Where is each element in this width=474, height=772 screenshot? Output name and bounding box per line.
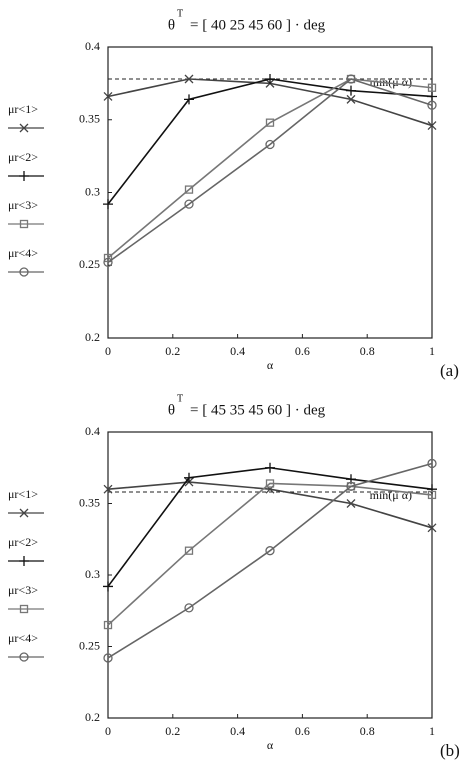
marker-plus: [184, 472, 194, 483]
legend-label: μr<3>: [8, 198, 38, 212]
marker-plus: [427, 91, 437, 102]
panel-label: (b): [440, 741, 460, 760]
x-axis-label: α: [267, 738, 274, 752]
marker-square: [184, 185, 194, 194]
marker-x: [346, 499, 356, 508]
legend-label: μr<2>: [8, 150, 38, 164]
marker-circle: [346, 74, 356, 84]
marker-x: [19, 123, 29, 133]
marker-plus: [19, 171, 29, 181]
x-tick-label: 0.6: [295, 344, 310, 358]
series-line: [107, 482, 433, 626]
x-tick-label: 0.2: [165, 724, 180, 738]
marker-circle: [19, 652, 29, 662]
marker-plus: [19, 556, 29, 566]
marker-square: [103, 620, 113, 630]
marker-x: [103, 484, 113, 494]
marker-circle: [427, 458, 437, 469]
marker-plus: [346, 85, 356, 96]
marker-circle: [265, 139, 275, 150]
marker-square: [427, 83, 437, 92]
x-axis-label: α: [267, 358, 274, 372]
title-rest: = [ 40 25 45 60 ] · deg: [190, 17, 326, 33]
y-tick-label: 0.3: [85, 567, 100, 581]
series-line: [107, 78, 433, 259]
marker-square: [265, 479, 275, 488]
y-tick-label: 0.35: [79, 495, 100, 509]
reference-label: min(μ α): [370, 75, 412, 89]
marker-circle: [184, 199, 194, 209]
y-tick-label: 0.35: [79, 112, 100, 126]
y-tick-label: 0.25: [79, 638, 100, 652]
x-tick-label: 0.8: [360, 724, 375, 738]
marker-plus: [103, 581, 113, 592]
marker-circle: [265, 546, 275, 556]
x-tick-label: 0.4: [230, 344, 245, 358]
x-tick-label: 0.2: [165, 344, 180, 358]
title-symbol: θ: [168, 17, 175, 33]
marker-circle: [346, 481, 356, 491]
title-rest: = [ 45 35 45 60 ] · deg: [190, 402, 326, 418]
marker-square: [427, 490, 437, 500]
series-line: [107, 78, 433, 205]
legend-label: μr<4>: [8, 631, 38, 645]
x-tick-label: 0.6: [295, 724, 310, 738]
marker-plus: [427, 484, 437, 495]
legend-label: μr<4>: [8, 246, 38, 260]
plot-frame: [107, 46, 433, 339]
series-line: [107, 462, 433, 659]
y-tick-label: 0.4: [85, 39, 100, 53]
panel-label: (a): [440, 361, 459, 380]
marker-circle: [103, 653, 113, 663]
y-tick-label: 0.2: [85, 710, 100, 724]
legend-label: μr<3>: [8, 583, 38, 597]
title-symbol: θ: [168, 402, 175, 418]
y-tick-label: 0.2: [85, 330, 100, 344]
marker-plus: [103, 199, 113, 210]
marker-square: [19, 604, 29, 614]
marker-plus: [265, 462, 275, 473]
legend-label: μr<1>: [8, 102, 38, 116]
x-tick-label: 0: [105, 724, 111, 738]
marker-x: [19, 508, 29, 518]
x-tick-label: 0.4: [230, 724, 245, 738]
legend-label: μr<2>: [8, 535, 38, 549]
y-tick-label: 0.3: [85, 184, 100, 198]
marker-circle: [103, 257, 113, 267]
legend-label: μr<1>: [8, 487, 38, 501]
marker-circle: [19, 267, 29, 277]
series-line: [107, 78, 433, 263]
y-tick-label: 0.4: [85, 424, 100, 438]
x-tick-label: 0: [105, 344, 111, 358]
marker-x: [427, 523, 437, 533]
marker-square: [19, 219, 29, 229]
marker-circle: [184, 603, 194, 613]
x-tick-label: 1: [429, 344, 435, 358]
x-tick-label: 1: [429, 724, 435, 738]
marker-plus: [184, 94, 194, 105]
x-tick-label: 0.8: [360, 344, 375, 358]
marker-square: [265, 118, 275, 127]
marker-x: [103, 92, 113, 101]
marker-plus: [265, 74, 275, 85]
y-tick-label: 0.25: [79, 257, 100, 271]
marker-x: [346, 94, 356, 104]
marker-square: [184, 546, 194, 555]
title-superscript: T: [177, 8, 183, 19]
marker-x: [184, 74, 194, 84]
plot-frame: [107, 431, 433, 719]
marker-circle: [427, 100, 437, 110]
marker-x: [427, 121, 437, 131]
title-superscript: T: [177, 393, 183, 404]
